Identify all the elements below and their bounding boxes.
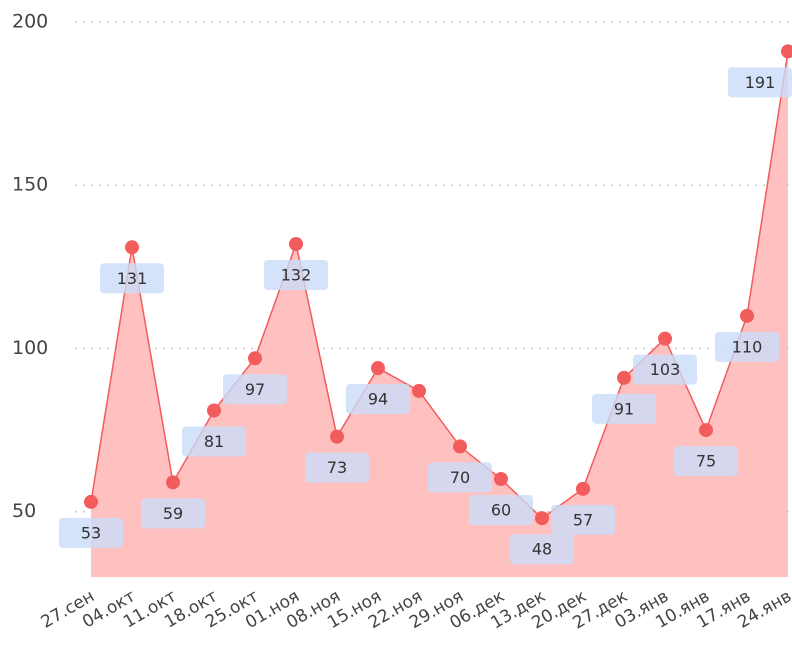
value-label: 91 — [614, 399, 634, 418]
y-tick-label: 200 — [12, 11, 48, 33]
value-label: 60 — [491, 501, 511, 520]
value-label-box — [469, 495, 533, 526]
y-tick-label: 100 — [12, 337, 48, 359]
value-label-box — [182, 426, 246, 457]
point — [289, 237, 303, 251]
point — [576, 481, 590, 496]
value-label-box — [305, 452, 369, 483]
point — [535, 511, 549, 526]
value-label: 94 — [368, 390, 388, 409]
point — [412, 383, 426, 398]
value-label-box — [223, 374, 287, 405]
y-tick-label: 150 — [12, 174, 48, 196]
value-label: 97 — [245, 380, 265, 399]
value-label-box — [59, 517, 123, 548]
point — [248, 351, 262, 366]
value-label: 73 — [327, 458, 347, 477]
point — [699, 423, 713, 438]
value-label: 75 — [696, 452, 716, 471]
value-label: 110 — [732, 337, 763, 356]
value-label-box — [715, 331, 779, 362]
value-label-box — [346, 384, 410, 415]
value-label-box — [510, 534, 574, 565]
value-label: 59 — [163, 504, 183, 523]
point — [84, 494, 98, 509]
value-label-box — [100, 263, 164, 294]
y-tick-label: 50 — [12, 500, 36, 522]
value-label-box — [428, 462, 492, 493]
point — [330, 429, 344, 444]
point — [781, 44, 792, 59]
point — [453, 439, 467, 454]
point — [617, 370, 631, 385]
value-label: 81 — [204, 432, 224, 451]
point — [166, 475, 180, 490]
value-label-box — [633, 354, 697, 385]
point — [371, 361, 385, 376]
value-label-box — [551, 504, 615, 535]
value-label-box — [592, 393, 656, 424]
point — [207, 403, 221, 418]
point — [740, 308, 754, 323]
value-label-box — [728, 67, 792, 98]
line — [90, 51, 789, 520]
value-label: 48 — [532, 540, 552, 559]
value-label: 53 — [81, 523, 101, 542]
point — [125, 240, 139, 255]
area — [91, 51, 788, 578]
value-label-box — [264, 260, 328, 290]
point — [658, 331, 672, 346]
value-label: 132 — [281, 266, 312, 285]
value-label: 103 — [650, 360, 681, 379]
value-label: 191 — [745, 73, 776, 92]
value-label: 57 — [573, 510, 593, 529]
value-label: 70 — [450, 468, 470, 487]
value-label-box — [674, 446, 738, 477]
value-label: 131 — [117, 269, 148, 288]
value-label-box — [141, 498, 205, 529]
point — [494, 472, 508, 487]
